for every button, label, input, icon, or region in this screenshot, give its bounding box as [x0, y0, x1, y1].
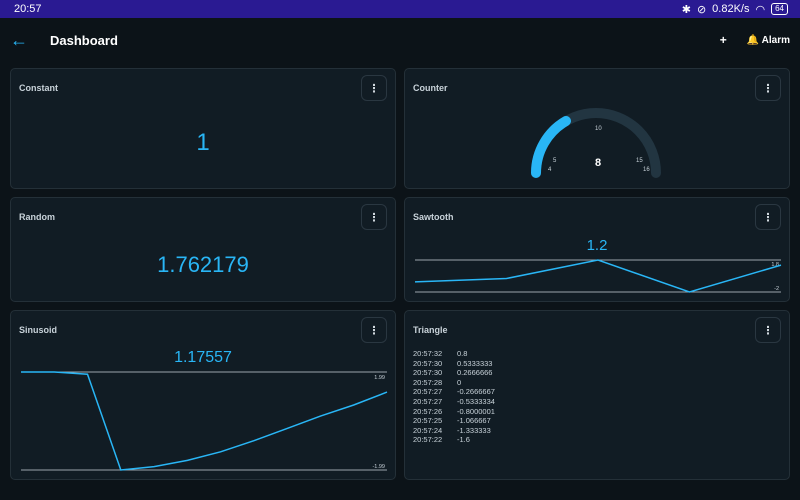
log-row: 20:57:24 -1.333333 [413, 426, 495, 436]
log-value: -0.2666667 [457, 387, 495, 397]
log-time: 20:57:32 [413, 349, 443, 358]
max-label: 1.99 [374, 375, 385, 381]
sinusoid-chart: 1.99 -1.99 [21, 371, 388, 471]
card-title: Random [19, 212, 55, 222]
sawtooth-card: Sawtooth ⋮ 1.2 1.8 -2 [404, 197, 790, 302]
card-title: Sinusoid [19, 325, 57, 335]
log-time: 20:57:26 [413, 406, 443, 416]
random-card: Random ⋮ 1.762179 [10, 197, 396, 302]
log-time: 20:57:30 [413, 358, 443, 368]
log-value: 0.2666666 [457, 368, 493, 378]
log-row: 20:57:30 0.5333333 [413, 359, 495, 369]
triangle-log: 20:57:32 0.8 20:57:30 0.5333333 20:57:30 0.26… [413, 349, 495, 445]
log-time: 20:57:27 [413, 396, 443, 406]
more-vertical-icon[interactable]: ⋮ [755, 75, 781, 101]
sawtooth-value: 1.2 [586, 237, 608, 254]
gauge-tick-label: 10 [595, 126, 602, 132]
gauge-tick-label: 4 [548, 167, 552, 173]
log-row: 20:57:32 0.8 [413, 349, 495, 359]
log-time: 20:57:30 [413, 368, 443, 378]
log-time: 20:57:28 [413, 377, 443, 387]
constant-value: 1 [196, 129, 210, 156]
status-time: 20:57 [14, 3, 42, 15]
gauge-tick-label: 5 [553, 158, 557, 164]
log-value: -0.5333334 [457, 396, 495, 406]
triangle-card: Triangle ⋮ 20:57:32 0.8 20:57:30 0.5333333 2… [404, 310, 790, 480]
page-title: Dashboard [50, 32, 118, 48]
min-label: -2 [774, 286, 779, 292]
counter-card: Counter ⋮ 4 5 10 15 16 8 [404, 68, 790, 189]
log-row: 20:57:26 -0.8000001 [413, 407, 495, 417]
back-arrow-icon[interactable]: ← [10, 29, 28, 50]
log-row: 20:57:27 -0.2666667 [413, 387, 495, 397]
status-bar: 20:57 ✱ ⊘ 0.82K/s ◠ 64 [0, 0, 800, 18]
log-row: 20:57:22 -1.6 [413, 435, 495, 445]
gauge-tick-label: 15 [636, 158, 643, 164]
counter-value: 8 [595, 157, 601, 169]
more-vertical-icon[interactable]: ⋮ [755, 204, 781, 230]
bluetooth-icon: ✱ [681, 3, 691, 16]
constant-card: Constant ⋮ 1 [10, 68, 396, 189]
status-icons: ✱ ⊘ 0.82K/s ◠ 64 [682, 3, 788, 16]
more-vertical-icon[interactable]: ⋮ [361, 317, 387, 343]
log-value: 0.8 [457, 349, 468, 358]
log-time: 20:57:25 [413, 416, 443, 426]
log-row: 20:57:30 0.2666666 [413, 368, 495, 378]
random-value: 1.762179 [157, 252, 249, 277]
log-value: -1.333333 [457, 425, 491, 435]
sinusoid-value: 1.17557 [174, 349, 232, 366]
log-value: -1.6 [457, 435, 470, 445]
log-time: 20:57:27 [413, 387, 443, 397]
log-time: 20:57:22 [413, 435, 443, 445]
log-row: 20:57:25 -1.066667 [413, 416, 495, 426]
network-speed: 0.82K/s [712, 3, 750, 15]
log-row: 20:57:27 -0.5333334 [413, 397, 495, 407]
gauge-fill [530, 116, 571, 178]
min-label: -1.99 [372, 464, 385, 470]
card-title: Constant [19, 83, 58, 93]
log-value: 0 [457, 377, 462, 387]
more-vertical-icon[interactable]: ⋮ [361, 75, 387, 101]
add-button[interactable]: + [719, 33, 727, 47]
alarm-button[interactable]: 🔔 Alarm [746, 34, 790, 46]
sinusoid-series-line [21, 371, 388, 471]
battery-icon: 64 [771, 3, 788, 15]
log-time: 20:57:24 [413, 425, 443, 435]
counter-gauge: 4 5 10 15 16 8 [530, 108, 661, 178]
mute-icon: ⊘ [696, 3, 707, 16]
gauge-tick-label: 16 [643, 167, 650, 173]
wifi-icon: ◠ [755, 3, 766, 16]
sinusoid-card: Sinusoid ⋮ 1.17557 1.99 -1.99 [10, 310, 396, 480]
app-actions: + 🔔 Alarm [720, 33, 790, 47]
log-row: 20:57:28 0 [413, 378, 495, 388]
log-value: -1.066667 [457, 416, 491, 426]
more-vertical-icon[interactable]: ⋮ [755, 317, 781, 343]
card-title: Counter [413, 83, 448, 93]
max-label: 1.8 [771, 262, 779, 268]
sawtooth-chart: 1.8 -2 [414, 259, 782, 293]
card-title: Sawtooth [413, 212, 454, 222]
more-vertical-icon[interactable]: ⋮ [361, 204, 387, 230]
sawtooth-series-line [414, 259, 782, 293]
log-value: -0.8000001 [457, 406, 495, 416]
app-bar: ← Dashboard + 🔔 Alarm [0, 18, 800, 62]
card-title: Triangle [413, 325, 448, 335]
log-value: 0.5333333 [457, 358, 493, 368]
